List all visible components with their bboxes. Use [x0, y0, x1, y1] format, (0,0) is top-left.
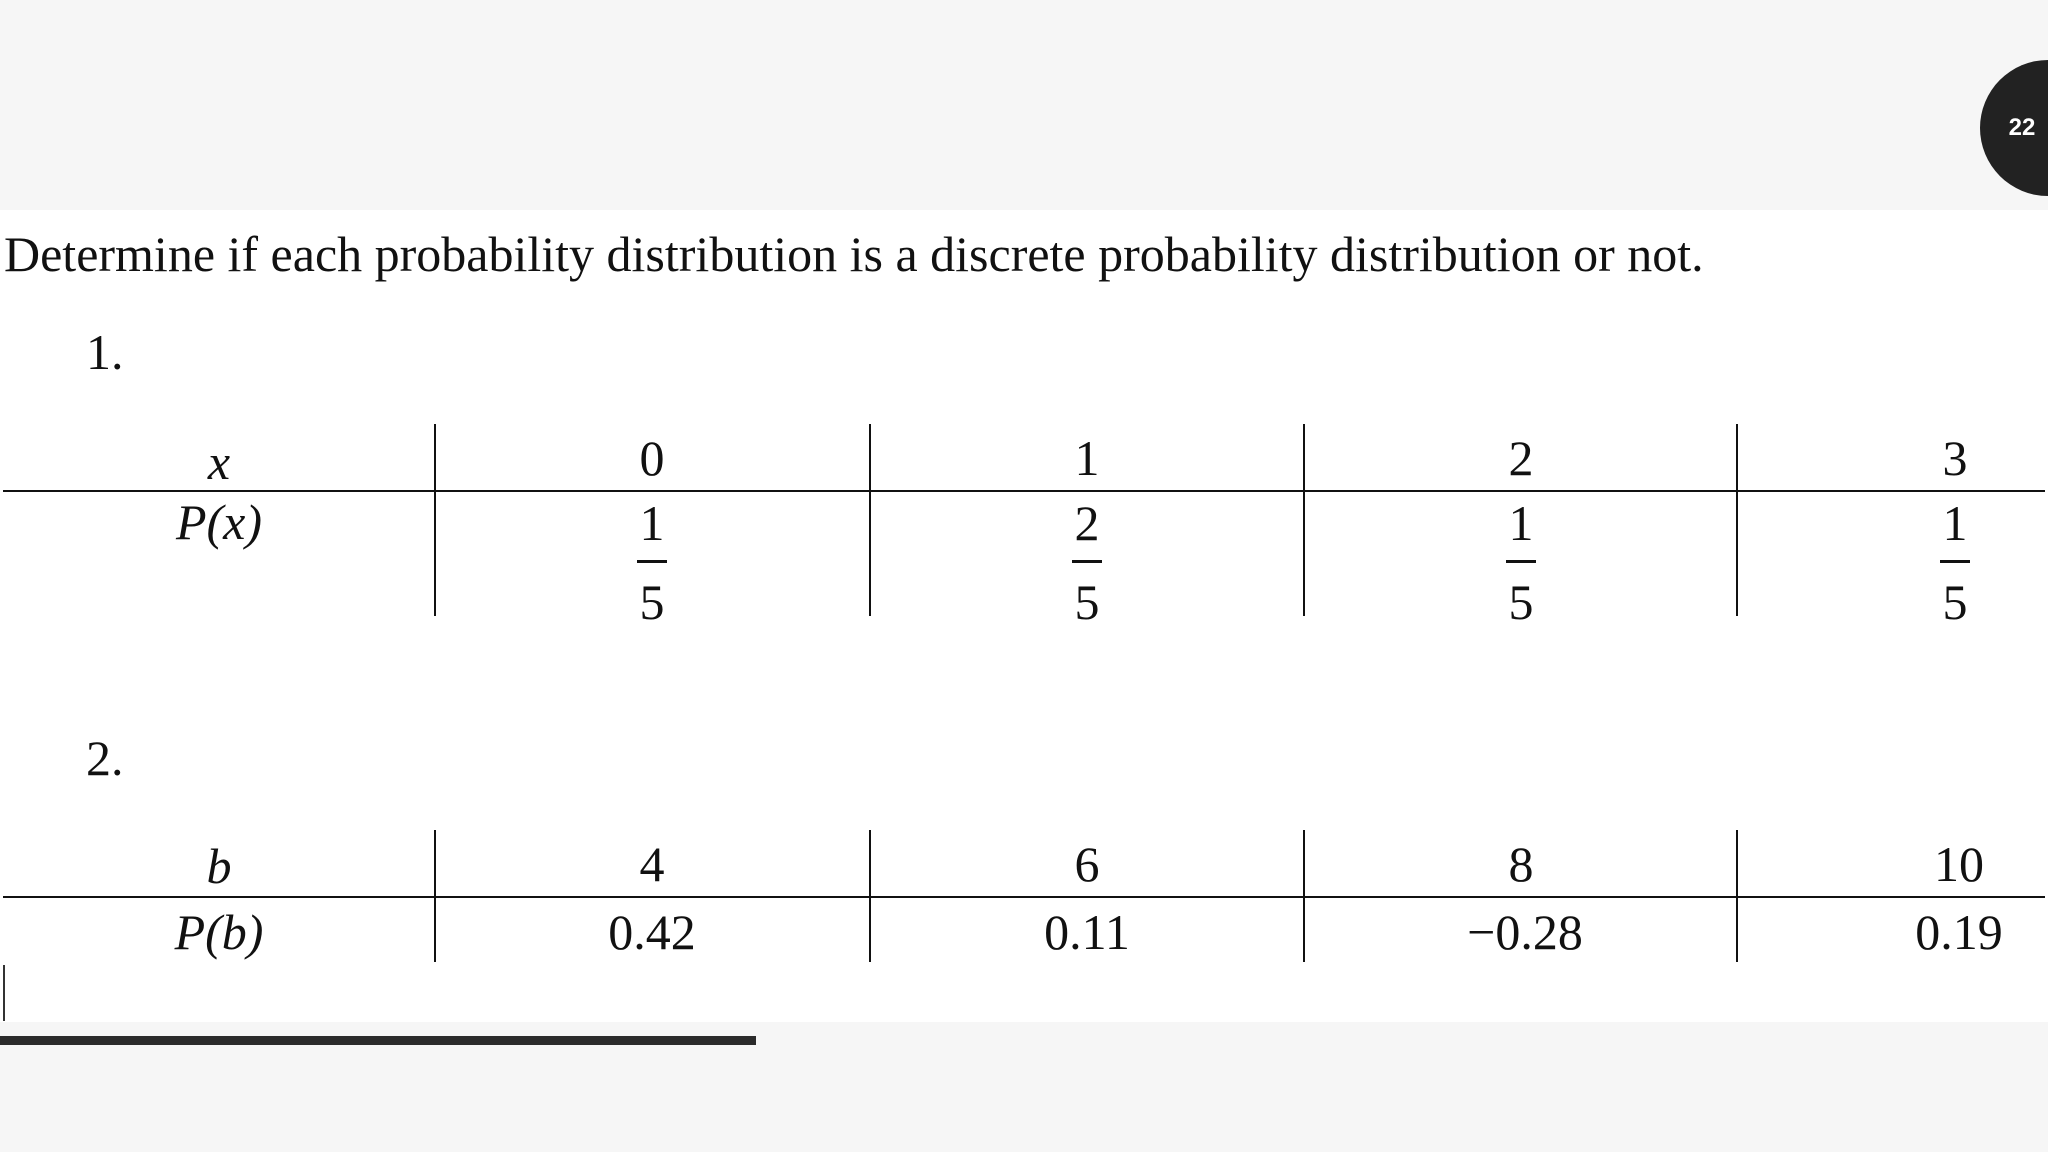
problem-1-label: 1. — [86, 324, 124, 380]
fraction-numerator: 1 — [1508, 495, 1534, 551]
column-divider — [869, 830, 871, 962]
column-divider — [434, 424, 436, 616]
fraction-bar — [1072, 560, 1102, 563]
text-cursor — [3, 965, 5, 1021]
column-divider — [869, 424, 871, 616]
table-cell-value: 1 — [1074, 430, 1100, 486]
column-divider — [1736, 424, 1738, 616]
problem-2-label: 2. — [86, 730, 124, 786]
slide-number: 22 — [2008, 114, 2036, 141]
column-divider — [1303, 830, 1305, 962]
table-cell-value: 6 — [1074, 836, 1100, 892]
fraction-denominator: 5 — [1508, 574, 1534, 630]
variable-label: b — [206, 838, 232, 894]
column-divider — [1303, 424, 1305, 616]
probability-fraction: 2 5 — [1057, 494, 1117, 631]
fraction-denominator: 5 — [1942, 574, 1968, 630]
table-row-divider — [3, 896, 2045, 898]
fraction-denominator: 5 — [1074, 574, 1100, 630]
variable-label: x — [207, 434, 231, 490]
probability-fraction: 1 5 — [1925, 494, 1985, 631]
distribution-table-2: b P(b) 4 6 8 10 0.42 0.11 −0.28 0.19 — [3, 830, 2045, 970]
table-cell-value: 10 — [1934, 836, 1984, 892]
table-cell-probability: −0.28 — [1467, 904, 1583, 960]
fraction-bar — [637, 560, 667, 563]
probability-label: P(b) — [174, 904, 264, 960]
slide-number-badge: 22 — [1980, 60, 2048, 196]
probability-fraction: 1 5 — [1491, 494, 1551, 631]
table-cell-probability: 0.19 — [1915, 904, 2003, 960]
fraction-numerator: 2 — [1074, 495, 1100, 551]
table-cell-value: 2 — [1508, 430, 1534, 486]
table-cell-probability: 0.42 — [608, 904, 696, 960]
table-cell-value: 3 — [1942, 430, 1968, 486]
probability-fraction: 1 5 — [622, 494, 682, 631]
fraction-numerator: 1 — [1942, 495, 1968, 551]
table-cell-probability: 0.11 — [1044, 904, 1130, 960]
fraction-bar — [1940, 560, 1970, 563]
column-divider — [434, 830, 436, 962]
slide-progress-bar — [0, 1036, 756, 1045]
distribution-table-1: x P(x) 0 1 2 3 1 5 2 5 1 5 1 5 — [3, 424, 2045, 630]
slide-content: Determine if each probability distributi… — [0, 210, 2048, 1022]
fraction-denominator: 5 — [639, 574, 665, 630]
table-cell-value: 8 — [1508, 836, 1534, 892]
fraction-numerator: 1 — [639, 495, 665, 551]
probability-label: P(x) — [175, 494, 263, 550]
instruction-text: Determine if each probability distributi… — [4, 226, 1704, 282]
table-row-divider — [3, 490, 2045, 492]
table-cell-value: 0 — [639, 430, 665, 486]
table-cell-value: 4 — [639, 836, 665, 892]
fraction-bar — [1506, 560, 1536, 563]
column-divider — [1736, 830, 1738, 962]
